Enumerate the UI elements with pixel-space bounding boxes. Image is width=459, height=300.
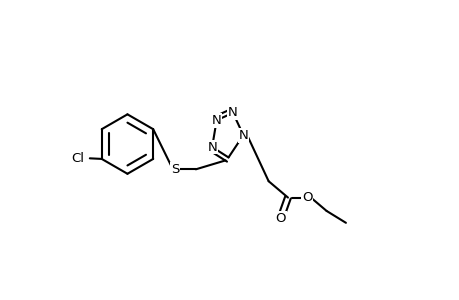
Text: N: N (228, 106, 237, 119)
Text: S: S (170, 163, 179, 176)
Text: N: N (207, 140, 217, 154)
Text: Cl: Cl (71, 152, 84, 165)
Text: O: O (274, 212, 285, 225)
Text: N: N (211, 114, 221, 127)
Text: N: N (238, 129, 248, 142)
Text: O: O (302, 191, 312, 204)
